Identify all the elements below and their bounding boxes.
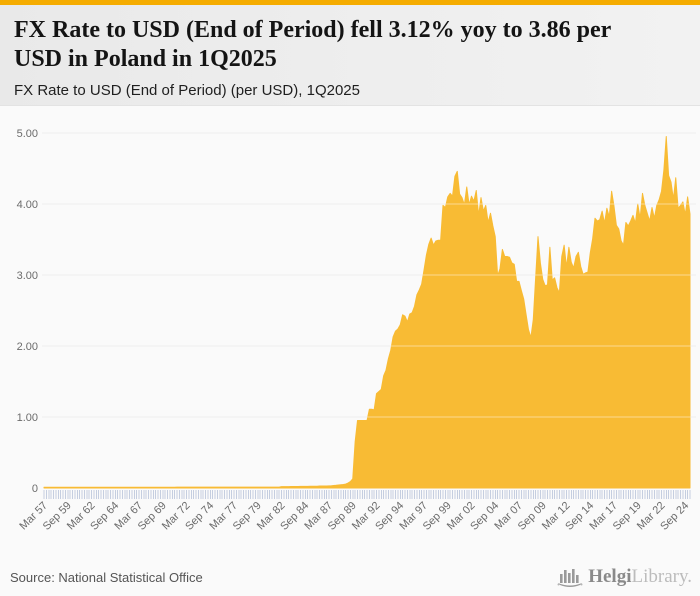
plot-area[interactable] <box>44 133 690 488</box>
accent-topbar <box>0 0 700 5</box>
chart-title: FX Rate to USD (End of Period) fell 3.12… <box>14 17 611 73</box>
svg-text:3.00: 3.00 <box>17 270 38 282</box>
chart-subtitle: FX Rate to USD (End of Period) (per USD)… <box>14 81 360 99</box>
brand-name-primary: Helgi <box>588 566 632 587</box>
source-label: Source: National Statistical Office <box>10 570 203 585</box>
chart-header: FX Rate to USD (End of Period) fell 3.12… <box>0 5 700 106</box>
gridlines-overlay <box>42 132 696 418</box>
svg-text:4.00: 4.00 <box>17 199 38 211</box>
helgi-library-logo[interactable]: Helgi Library. <box>557 565 692 588</box>
y-axis-labels: 5.00 4.00 3.00 2.00 1.00 0 <box>17 128 38 495</box>
quarter-ticks <box>43 490 691 499</box>
chart-footer: Source: National Statistical Office Helg… <box>0 558 700 596</box>
svg-text:0: 0 <box>32 483 38 495</box>
area-series <box>43 136 691 489</box>
brand-name-secondary: Library. <box>631 566 693 587</box>
bar-chart-logo-icon <box>557 569 583 587</box>
svg-text:5.00: 5.00 <box>17 128 38 140</box>
svg-text:1.00: 1.00 <box>17 412 38 424</box>
svg-text:2.00: 2.00 <box>17 341 38 353</box>
chart-area: 5.00 4.00 3.00 2.00 1.00 0 Mar 57 Sep 59 Mar 62 S… <box>0 106 700 566</box>
